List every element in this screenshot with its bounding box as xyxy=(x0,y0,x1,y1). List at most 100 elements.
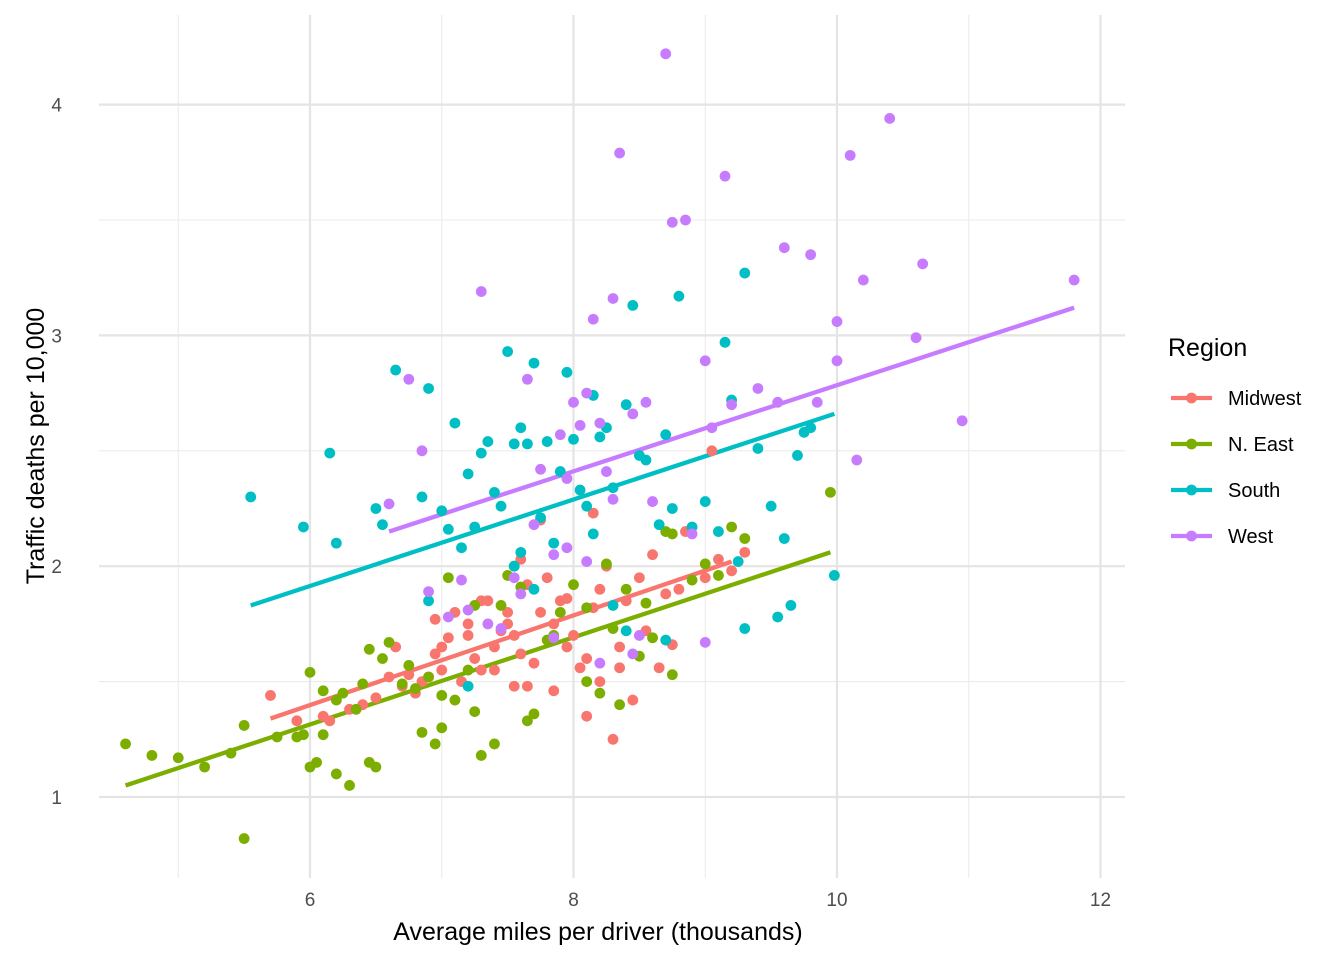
point-midwest xyxy=(726,565,737,577)
point-west xyxy=(719,170,731,182)
point-midwest xyxy=(535,606,546,618)
point-south xyxy=(653,519,665,531)
point-west xyxy=(548,549,560,561)
point-midwest xyxy=(614,662,626,674)
point-west xyxy=(851,454,863,466)
point-n-east xyxy=(238,720,250,731)
x-axis-ticks: 6 8 10 12 xyxy=(305,890,1111,911)
legend-label-south: South xyxy=(1228,480,1280,502)
point-west xyxy=(601,466,612,477)
point-south xyxy=(245,491,257,503)
point-south xyxy=(416,491,428,503)
point-west xyxy=(521,373,533,385)
point-n-east xyxy=(199,761,211,773)
y-axis-ticks: 1 2 3 4 xyxy=(51,96,62,809)
point-west xyxy=(831,316,843,327)
point-midwest xyxy=(587,507,599,519)
point-midwest xyxy=(574,662,586,674)
point-n-east xyxy=(120,738,131,750)
point-west xyxy=(844,149,856,161)
point-n-east xyxy=(489,738,500,750)
point-midwest xyxy=(548,685,560,697)
point-n-east xyxy=(357,678,369,690)
point-midwest xyxy=(436,641,448,653)
point-n-east xyxy=(554,606,566,618)
point-west xyxy=(423,586,434,597)
point-n-east xyxy=(225,747,237,759)
point-midwest xyxy=(489,664,500,676)
point-west xyxy=(594,417,606,429)
point-west xyxy=(568,396,579,408)
point-south xyxy=(778,533,790,544)
point-west xyxy=(686,528,698,540)
point-midwest xyxy=(489,641,500,653)
point-n-east xyxy=(607,623,619,634)
point-west xyxy=(917,258,929,270)
point-midwest xyxy=(528,657,540,669)
point-n-east xyxy=(713,570,724,581)
point-west xyxy=(680,214,691,226)
point-n-east xyxy=(330,768,342,780)
point-west xyxy=(633,630,645,641)
point-south xyxy=(423,595,434,607)
point-n-east xyxy=(436,722,448,734)
point-west xyxy=(811,396,823,408)
point-n-east xyxy=(383,636,395,648)
x-tick-label: 12 xyxy=(1090,890,1111,911)
point-west xyxy=(627,648,639,660)
point-west xyxy=(956,415,968,427)
trend-lines xyxy=(124,305,1075,788)
point-west xyxy=(416,445,428,457)
point-midwest xyxy=(370,692,382,704)
minor-gridlines xyxy=(99,15,1125,878)
point-n-east xyxy=(436,690,448,701)
point-n-east xyxy=(238,833,250,844)
point-south xyxy=(739,623,751,634)
point-midwest xyxy=(442,632,454,644)
point-midwest xyxy=(739,546,751,558)
legend-key-west xyxy=(1171,530,1212,542)
point-south xyxy=(456,542,467,554)
point-south xyxy=(324,447,336,459)
point-south xyxy=(508,560,520,572)
point-south xyxy=(508,438,520,450)
point-n-east xyxy=(640,597,652,609)
trend-line-west xyxy=(388,305,1075,534)
point-south xyxy=(574,484,586,496)
point-midwest xyxy=(502,606,514,618)
point-n-east xyxy=(528,708,540,720)
point-south xyxy=(620,399,632,411)
point-south xyxy=(673,290,685,302)
point-n-east xyxy=(317,685,329,697)
legend-point-n-east xyxy=(1186,438,1197,450)
point-midwest xyxy=(673,583,685,595)
point-west xyxy=(535,463,546,475)
legend-label-n-east: N. East xyxy=(1228,434,1294,456)
point-south xyxy=(620,625,632,637)
point-midwest xyxy=(653,662,665,674)
point-west xyxy=(772,396,784,408)
point-south xyxy=(828,570,840,581)
point-midwest xyxy=(627,694,639,706)
point-south xyxy=(607,600,619,611)
point-n-east xyxy=(726,521,737,533)
legend-point-midwest xyxy=(1186,392,1197,404)
point-south xyxy=(535,512,546,524)
point-n-east xyxy=(666,669,678,681)
legend: Region Midwest N. East South West xyxy=(1168,334,1302,548)
point-south xyxy=(713,526,724,537)
point-n-east xyxy=(344,780,355,791)
point-west xyxy=(627,408,639,420)
point-n-east xyxy=(311,756,322,768)
point-west xyxy=(574,420,586,431)
point-midwest xyxy=(713,553,724,565)
point-midwest xyxy=(515,648,527,660)
point-n-east xyxy=(449,694,461,706)
point-n-east xyxy=(337,687,349,699)
point-n-east xyxy=(363,643,375,655)
point-midwest xyxy=(568,630,579,641)
point-west xyxy=(699,355,711,367)
point-south xyxy=(528,357,540,369)
point-south xyxy=(436,505,448,517)
